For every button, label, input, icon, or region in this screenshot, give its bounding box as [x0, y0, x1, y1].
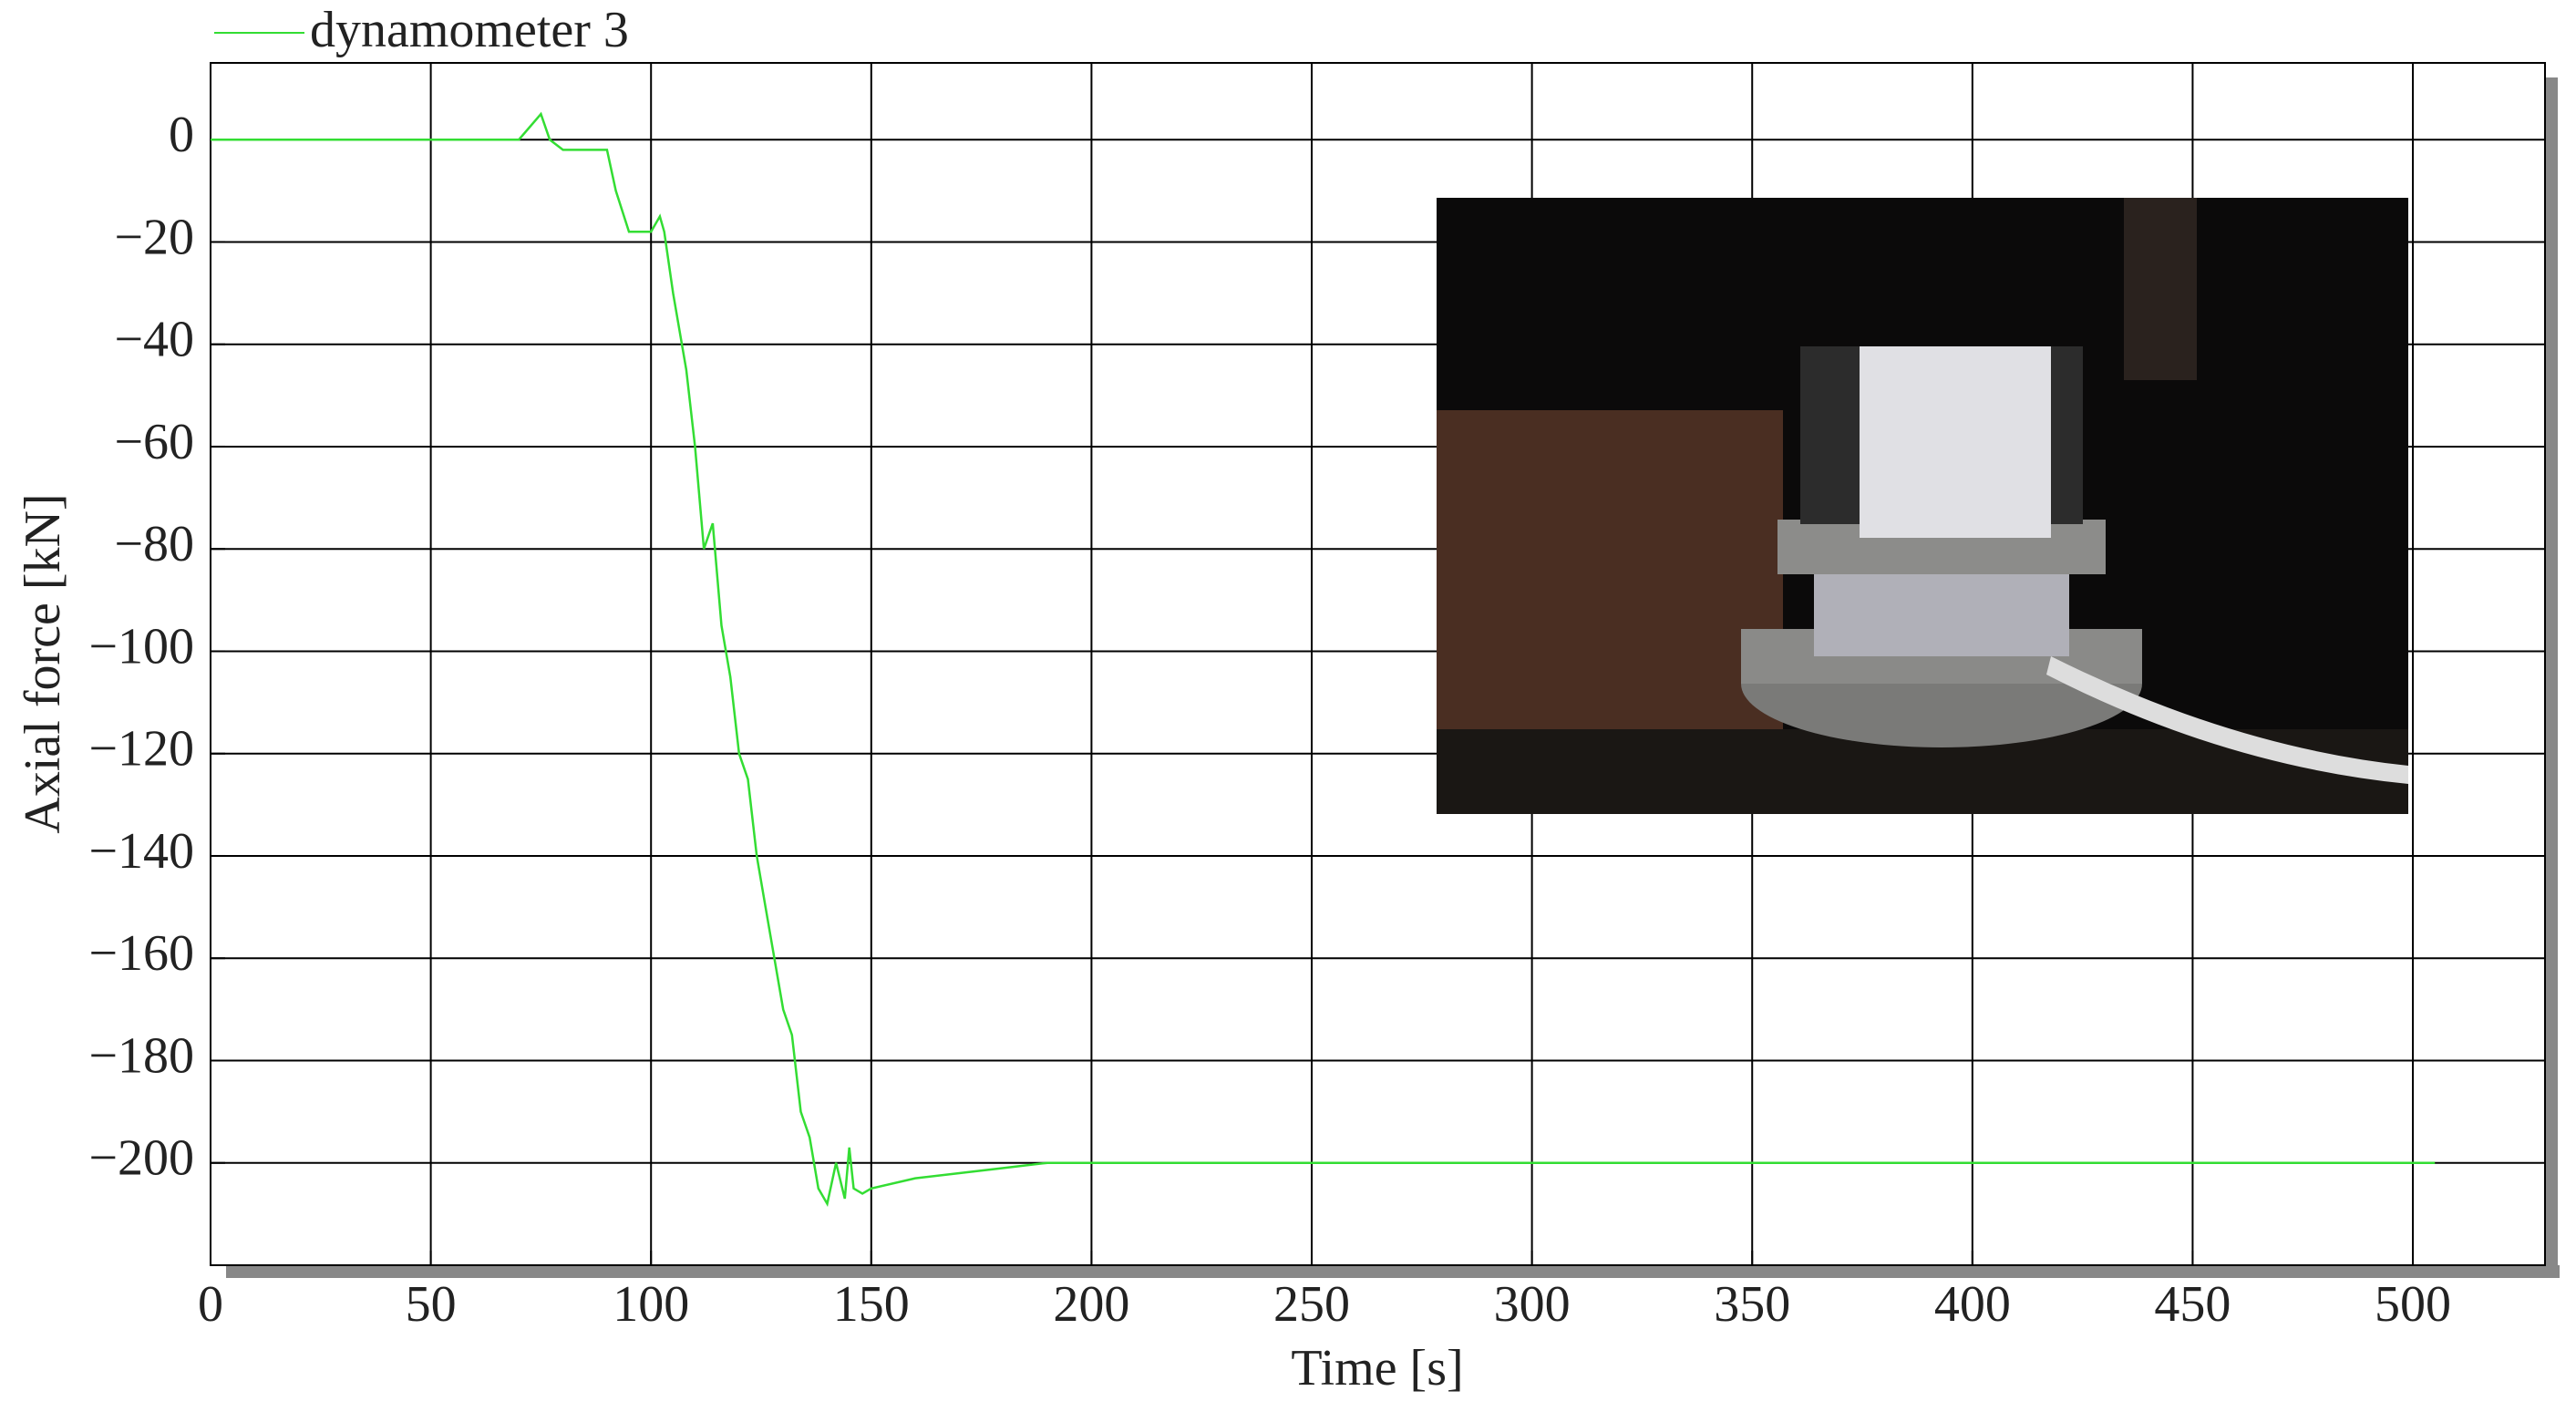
x-tick-label: 450	[2154, 1276, 2231, 1333]
series	[211, 111, 2436, 1208]
x-tick-label: 500	[2375, 1276, 2451, 1333]
y-tick-label: −140	[88, 823, 194, 880]
y-tick-label: −180	[88, 1027, 194, 1084]
legend-label: dynamometer 3	[310, 2, 629, 58]
y-tick-label: 0	[169, 107, 194, 163]
x-tick-label: 150	[833, 1276, 910, 1333]
plot-shadow	[226, 1265, 2560, 1278]
inset-photo	[1437, 198, 2408, 814]
x-tick-label: 100	[613, 1276, 689, 1333]
photo-label	[1860, 346, 2051, 538]
y-tick-label: −40	[114, 312, 194, 368]
y-tick-label: −20	[114, 209, 194, 265]
x-tick-label: 250	[1273, 1276, 1350, 1333]
data-line	[211, 111, 2436, 1208]
y-tick-label: −100	[88, 618, 194, 675]
y-tick-label: −200	[88, 1130, 194, 1187]
x-axis-label: Time [s]	[1291, 1340, 1463, 1396]
x-tick-label: 300	[1494, 1276, 1571, 1333]
x-tick-label: 0	[198, 1276, 223, 1333]
y-tick-label: −60	[114, 414, 194, 470]
y-axis-label: Axial force [kN]	[15, 493, 71, 833]
photo-cable	[2046, 656, 2408, 784]
plot-shadow	[2545, 77, 2558, 1278]
x-tick-label: 350	[1714, 1276, 1790, 1333]
x-tick-label: 200	[1053, 1276, 1129, 1333]
x-tick-label: 400	[1934, 1276, 2011, 1333]
y-tick-label: −160	[88, 925, 194, 982]
y-tick-label: −80	[114, 516, 194, 572]
photo-foil	[1814, 574, 2069, 656]
photo-bracket	[2124, 198, 2197, 380]
ticks: 0 −20 −40 −60 −80 −100 −120 −140 −160 −180 −200 0 50…	[88, 107, 2451, 1333]
x-tick-label: 50	[406, 1276, 457, 1333]
y-tick-label: −120	[88, 721, 194, 778]
